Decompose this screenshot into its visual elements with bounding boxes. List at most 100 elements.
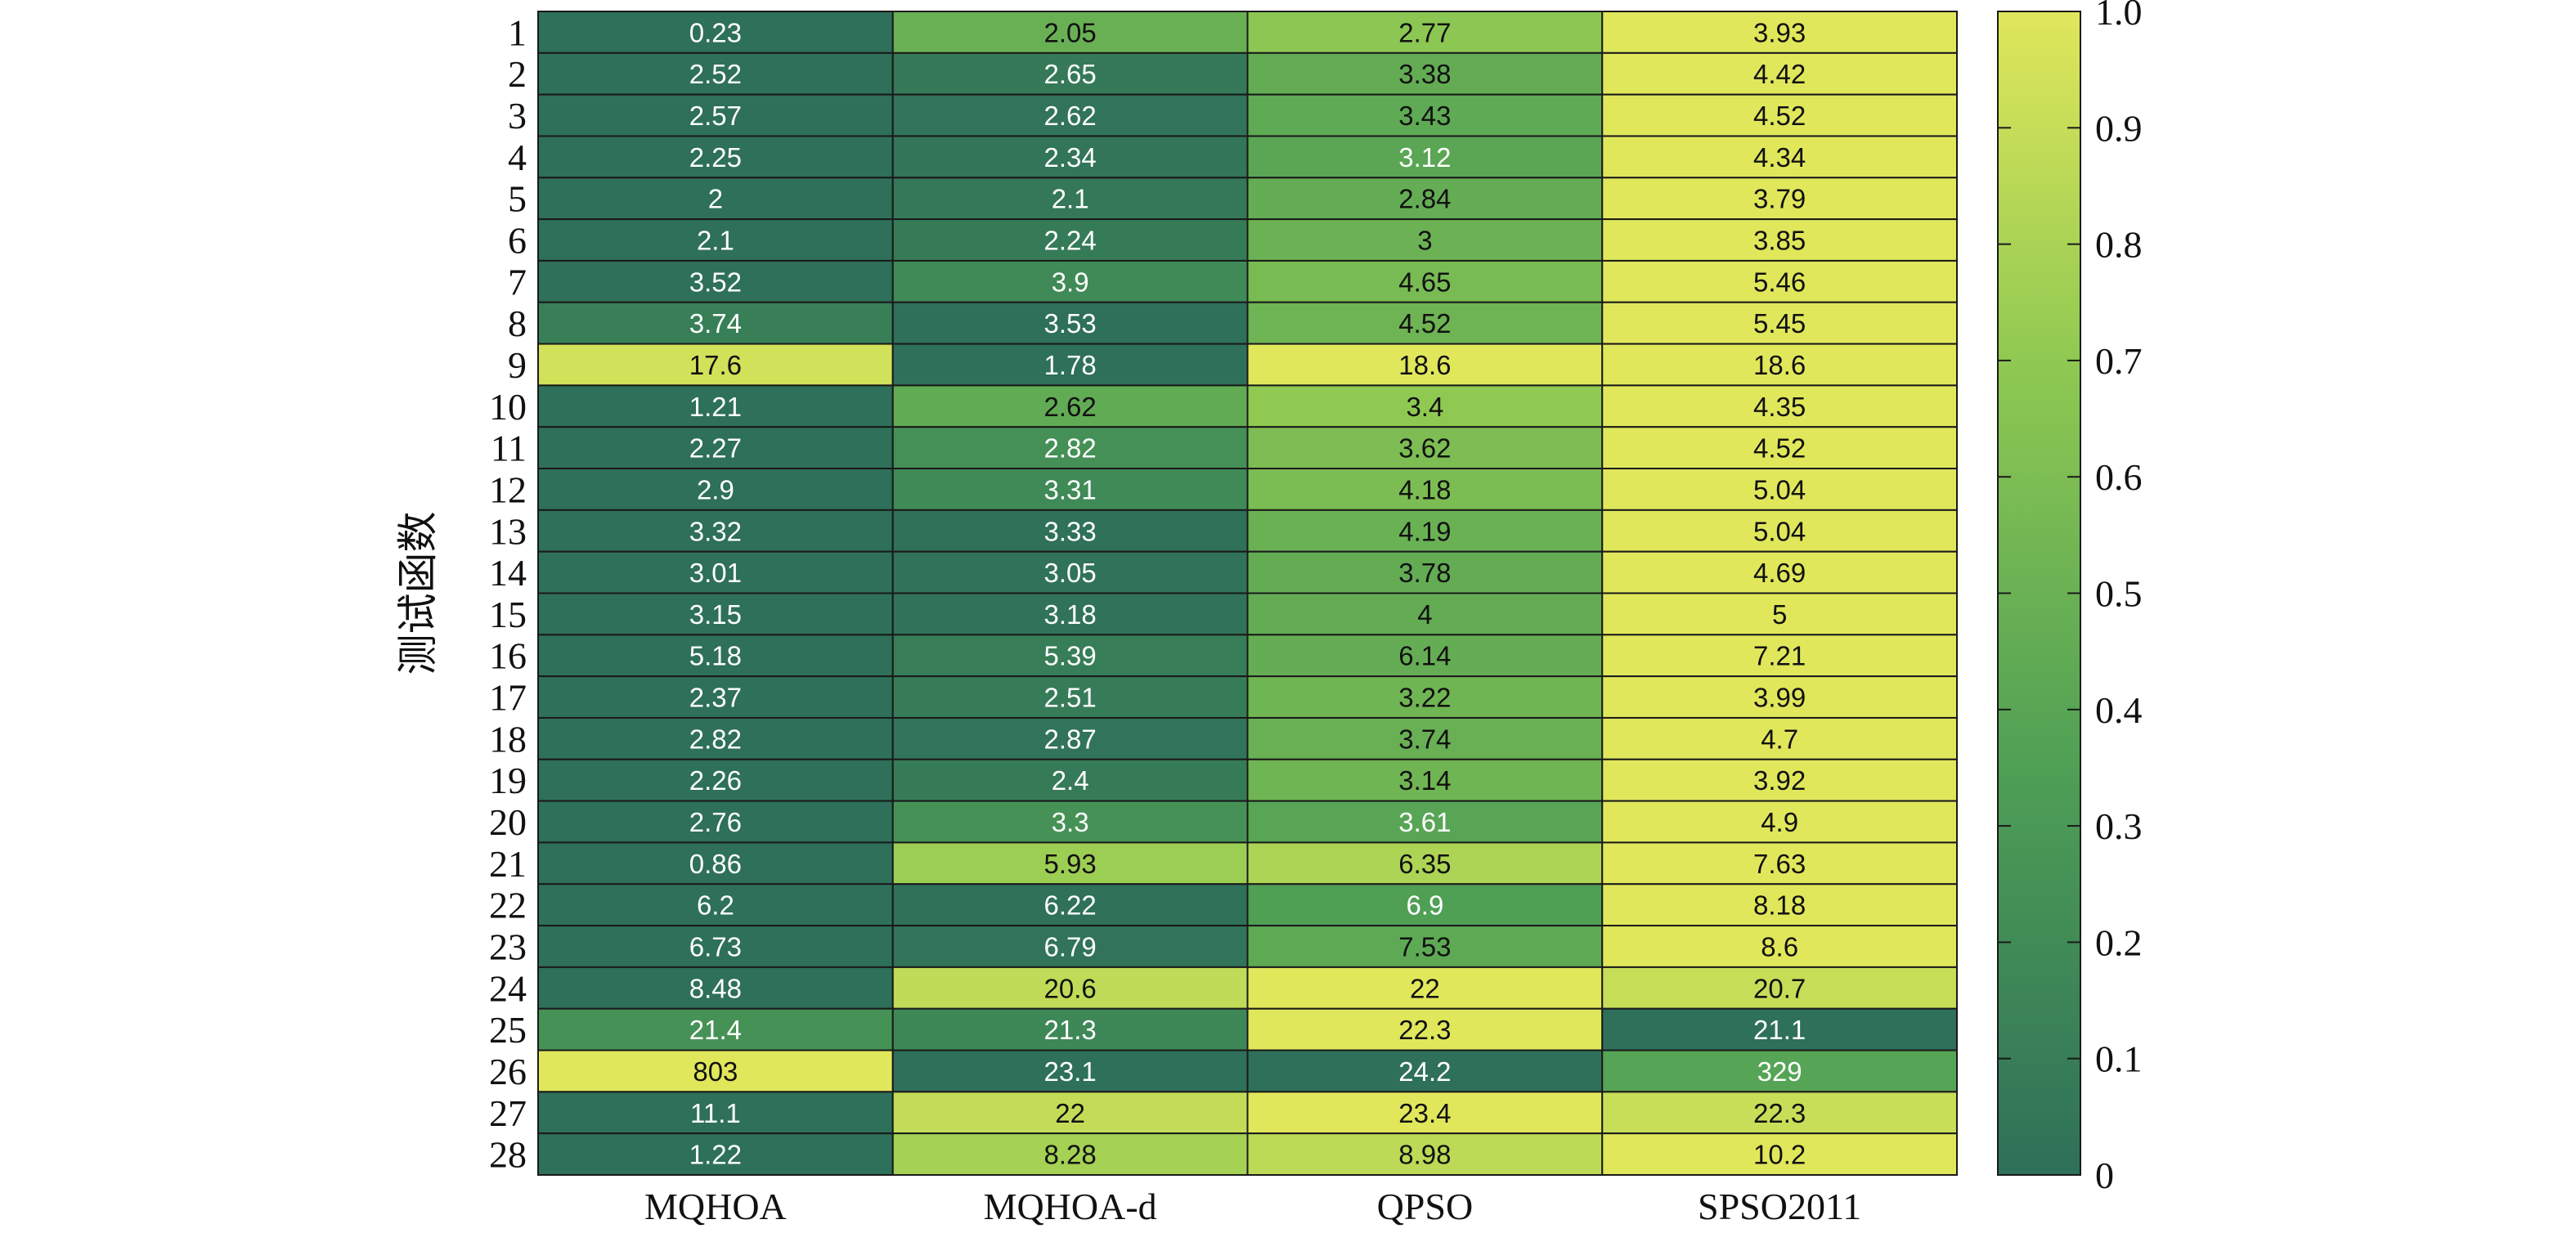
heatmap-cell xyxy=(537,509,894,553)
y-tick-label: 15 xyxy=(489,594,527,635)
y-tick-label: 3 xyxy=(508,95,527,137)
heatmap-cell xyxy=(1601,675,1958,719)
colorbar-gradient xyxy=(1997,11,2081,1176)
cell-value-label: 23.1 xyxy=(1044,1056,1097,1087)
cell-value-label: 3.38 xyxy=(1398,59,1451,89)
heatmap-cell xyxy=(891,550,1249,594)
cell-value-label: 2.05 xyxy=(1044,17,1097,47)
heatmap-cell xyxy=(1246,468,1604,511)
heatmap-cell xyxy=(891,841,1249,886)
cell-value-label: 2.76 xyxy=(689,807,742,837)
cell-value-label: 5.04 xyxy=(1753,516,1806,546)
heatmap-cell xyxy=(891,758,1249,802)
y-tick-label: 1 xyxy=(508,11,527,53)
cell-value-label: 5 xyxy=(1772,599,1787,630)
cell-value-label: 4.18 xyxy=(1398,474,1451,504)
colorbar-tick-label: 0.2 xyxy=(2095,921,2143,963)
colorbar-tick-label: 0.5 xyxy=(2095,573,2143,615)
heatmap-cell xyxy=(1601,883,1958,927)
y-tick-labels: 1234567891011121314151617181920212223242… xyxy=(489,11,527,1175)
heatmap-cell xyxy=(1246,592,1604,636)
cell-value-label: 5.93 xyxy=(1044,849,1097,879)
cell-value-label: 4.69 xyxy=(1753,558,1806,588)
cell-value-label: 0.86 xyxy=(689,849,742,879)
cell-value-label: 4.52 xyxy=(1753,101,1806,131)
cell-value-label: 5.18 xyxy=(689,641,742,671)
cell-value-label: 3.93 xyxy=(1753,17,1806,47)
cell-value-label: 3.3 xyxy=(1052,807,1089,837)
cell-value-label: 3.05 xyxy=(1044,558,1097,588)
heatmap-cell xyxy=(1246,675,1604,719)
heatmap-cell xyxy=(891,1007,1249,1051)
y-tick-label: 14 xyxy=(489,552,527,594)
colorbar-tick-label: 0.7 xyxy=(2095,340,2143,382)
cell-value-label: 4.34 xyxy=(1753,142,1806,173)
cell-value-label: 803 xyxy=(693,1056,738,1087)
heatmap-cell xyxy=(891,426,1249,470)
cell-value-label: 11.1 xyxy=(690,1098,741,1128)
heatmap-cell xyxy=(537,177,894,221)
cell-value-label: 3.43 xyxy=(1398,101,1451,131)
y-tick-label: 7 xyxy=(508,261,527,303)
heatmap-cell xyxy=(537,800,894,844)
colorbar-tick-label: 0.8 xyxy=(2095,224,2143,266)
heatmap-cell xyxy=(891,800,1249,844)
heatmap-cell xyxy=(891,93,1249,137)
heatmap-cell xyxy=(1246,758,1604,802)
cell-value-label: 4 xyxy=(1417,599,1432,630)
y-tick-label: 16 xyxy=(489,635,527,677)
cell-value-label: 2.27 xyxy=(689,433,742,464)
cell-value-label: 6.73 xyxy=(689,931,742,962)
heatmap-cell xyxy=(1246,1091,1604,1135)
cell-value-label: 4.52 xyxy=(1398,308,1451,339)
cell-value-label: 4.7 xyxy=(1761,724,1798,754)
cell-value-label: 2.24 xyxy=(1044,226,1097,256)
y-tick-label: 4 xyxy=(508,137,527,178)
y-tick-label: 5 xyxy=(508,178,527,220)
y-tick-label: 8 xyxy=(508,303,527,344)
heatmap-cell xyxy=(537,1007,894,1051)
heatmap-cell xyxy=(1601,1007,1958,1051)
heatmap-cell xyxy=(1601,52,1958,96)
cell-value-label: 5.46 xyxy=(1753,267,1806,297)
cell-value-label: 3.22 xyxy=(1398,683,1451,713)
cell-value-label: 17.6 xyxy=(689,350,742,380)
cell-value-label: 3.79 xyxy=(1753,184,1806,214)
y-tick-label: 13 xyxy=(489,510,527,552)
heatmap-cell xyxy=(1601,1049,1958,1093)
heatmap-cell xyxy=(891,675,1249,719)
heatmap-cell xyxy=(1601,550,1958,594)
y-tick-label: 18 xyxy=(489,718,527,760)
cell-value-label: 2.1 xyxy=(1052,184,1089,214)
cell-value-label: 2.37 xyxy=(689,683,742,713)
cell-value-label: 3.32 xyxy=(689,516,742,546)
heatmap-cell xyxy=(891,135,1249,179)
y-tick-label: 20 xyxy=(489,801,527,843)
cell-value-label: 2.25 xyxy=(689,142,742,173)
cell-value-label: 6.2 xyxy=(697,890,734,921)
heatmap-cell xyxy=(1246,259,1604,303)
cell-value-label: 22.3 xyxy=(1398,1015,1451,1045)
heatmap-cell xyxy=(1246,1007,1604,1051)
heatmap-cell xyxy=(1246,177,1604,221)
y-tick-label: 12 xyxy=(489,469,527,510)
x-tick-label: MQHOA xyxy=(644,1186,787,1227)
cell-value-label: 8.6 xyxy=(1761,931,1798,962)
cell-value-label: 2.9 xyxy=(697,474,734,504)
x-tick-labels: MQHOA MQHOA-d QPSO SPSO2011 xyxy=(644,1186,1861,1227)
heatmap-cell xyxy=(1601,218,1958,262)
heatmap-cell xyxy=(1246,841,1604,886)
cell-value-label: 8.98 xyxy=(1398,1140,1451,1170)
cell-value-label: 2.77 xyxy=(1398,17,1451,47)
cell-value-label: 2.62 xyxy=(1044,101,1097,131)
heatmap-cell xyxy=(1246,11,1604,54)
heatmap-cell xyxy=(891,177,1249,221)
cell-value-label: 7.63 xyxy=(1753,849,1806,879)
heatmap-cell xyxy=(1601,343,1958,387)
y-tick-label: 27 xyxy=(489,1092,527,1134)
y-tick-label: 2 xyxy=(508,53,527,95)
cell-value-label: 3.33 xyxy=(1044,516,1097,546)
colorbar-tick-label: 0.6 xyxy=(2095,456,2143,498)
y-axis-title: 测试函数 xyxy=(394,512,442,675)
y-tick-label: 19 xyxy=(489,760,527,801)
